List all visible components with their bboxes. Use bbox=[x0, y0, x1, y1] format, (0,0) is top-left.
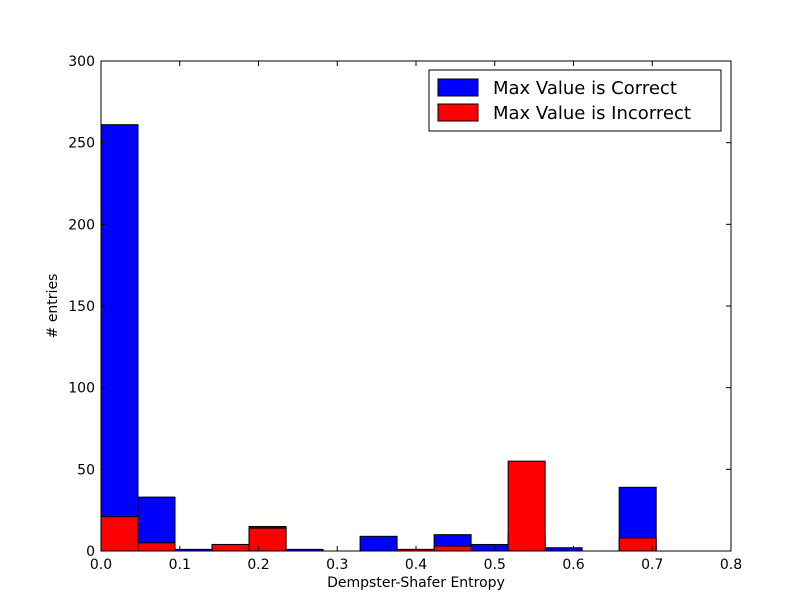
y-tick-label: 300 bbox=[68, 54, 95, 70]
legend-label-1: Max Value is Incorrect bbox=[493, 103, 691, 124]
bar-series-0-bin-1 bbox=[137, 496, 176, 552]
legend-swatch-0 bbox=[437, 78, 479, 97]
bar-series-1-bin-0 bbox=[100, 516, 139, 552]
legend-label-0: Max Value is Correct bbox=[493, 78, 677, 99]
y-axis-label: # entries bbox=[45, 274, 61, 339]
x-tick-label: 0.7 bbox=[641, 557, 663, 573]
bar-series-1-bin-1 bbox=[137, 542, 176, 552]
x-tick-label: 0.6 bbox=[562, 557, 584, 573]
bar-series-0-bin-0 bbox=[100, 124, 139, 552]
x-tick-label: 0.3 bbox=[326, 557, 348, 573]
bar-series-1-bin-5 bbox=[433, 545, 472, 552]
legend-swatch-1 bbox=[437, 103, 479, 122]
x-tick-label: 0.2 bbox=[247, 557, 269, 573]
x-tick-label: 0.8 bbox=[720, 557, 742, 573]
bar-series-1-bin-7 bbox=[618, 537, 657, 552]
y-tick-label: 100 bbox=[68, 381, 95, 397]
bar-series-0-bin-6 bbox=[359, 535, 398, 552]
bar-series-1-bin-3 bbox=[248, 527, 287, 552]
plot-frame bbox=[100, 60, 732, 552]
bars-layer bbox=[100, 124, 657, 552]
y-tick-label: 150 bbox=[68, 299, 95, 315]
bar-series-1-bin-6 bbox=[507, 460, 546, 552]
x-tick-label: 0.0 bbox=[90, 557, 112, 573]
x-tick-label: 0.5 bbox=[484, 557, 506, 573]
y-tick-label: 0 bbox=[86, 544, 95, 560]
y-tick-label: 250 bbox=[68, 136, 95, 152]
x-tick-label: 0.1 bbox=[169, 557, 191, 573]
x-axis-label: Dempster-Shafer Entropy bbox=[327, 575, 505, 591]
x-tick-label: 0.4 bbox=[405, 557, 427, 573]
bar-series-0-bin-8 bbox=[470, 543, 509, 552]
y-tick-label: 50 bbox=[77, 462, 95, 478]
axis-ticks: 0.0 0.1 0.2 0.3 0.4 0.5 0.6 0.7 0.8 0 50 100 150 200 2… bbox=[68, 54, 742, 573]
bar-series-1-bin-2 bbox=[211, 543, 250, 552]
y-tick-label: 200 bbox=[68, 217, 95, 233]
legend: Max Value is Correct Max Value is Incorre… bbox=[428, 69, 722, 132]
